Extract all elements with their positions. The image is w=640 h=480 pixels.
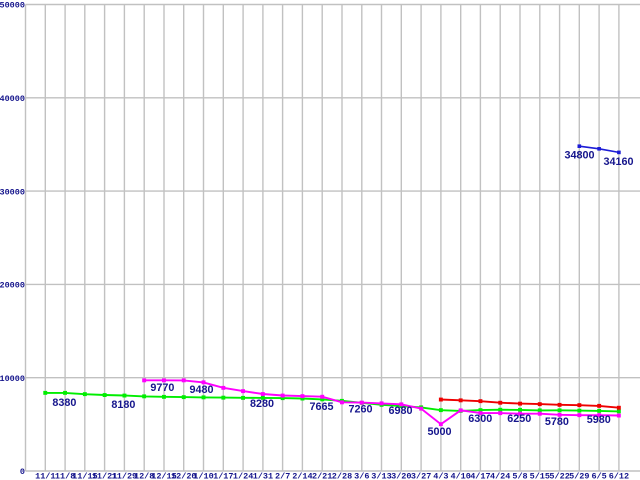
svg-text:6/12: 6/12 bbox=[609, 471, 629, 480]
svg-text:7260: 7260 bbox=[348, 403, 372, 415]
svg-text:8280: 8280 bbox=[250, 398, 274, 410]
svg-text:4/3: 4/3 bbox=[433, 471, 448, 480]
svg-text:4/24: 4/24 bbox=[490, 471, 510, 480]
svg-text:4/10: 4/10 bbox=[450, 471, 470, 480]
svg-text:34160: 34160 bbox=[603, 156, 633, 168]
svg-text:3/27: 3/27 bbox=[411, 471, 431, 480]
svg-text:9770: 9770 bbox=[150, 382, 174, 394]
svg-text:5980: 5980 bbox=[587, 414, 611, 426]
svg-text:2/28: 2/28 bbox=[332, 471, 352, 480]
svg-text:6250: 6250 bbox=[507, 413, 531, 425]
svg-text:3/13: 3/13 bbox=[371, 471, 391, 480]
svg-text:5780: 5780 bbox=[545, 416, 569, 428]
svg-text:9480: 9480 bbox=[189, 384, 213, 396]
svg-text:5000: 5000 bbox=[427, 426, 451, 438]
svg-text:8180: 8180 bbox=[111, 399, 135, 411]
svg-text:1/17: 1/17 bbox=[213, 471, 233, 480]
svg-text:11/8: 11/8 bbox=[55, 471, 75, 480]
svg-text:7665: 7665 bbox=[309, 401, 333, 413]
svg-text:11/1: 11/1 bbox=[35, 471, 55, 480]
svg-text:20000: 20000 bbox=[0, 281, 25, 291]
svg-text:10000: 10000 bbox=[0, 374, 25, 384]
svg-text:5/29: 5/29 bbox=[569, 471, 589, 480]
svg-text:8380: 8380 bbox=[52, 397, 76, 409]
svg-text:11/29: 11/29 bbox=[112, 471, 138, 480]
svg-text:2/7: 2/7 bbox=[275, 471, 290, 480]
svg-text:3/20: 3/20 bbox=[391, 471, 411, 480]
svg-text:50000: 50000 bbox=[0, 1, 25, 11]
svg-text:12/20: 12/20 bbox=[171, 471, 197, 480]
svg-text:5/8: 5/8 bbox=[512, 471, 527, 480]
svg-text:6300: 6300 bbox=[468, 413, 492, 425]
svg-text:1/10: 1/10 bbox=[193, 471, 213, 480]
svg-text:12/15: 12/15 bbox=[151, 471, 177, 480]
svg-text:1/31: 1/31 bbox=[253, 471, 273, 480]
svg-text:11/15: 11/15 bbox=[72, 471, 98, 480]
svg-text:6980: 6980 bbox=[388, 405, 412, 417]
svg-text:34800: 34800 bbox=[564, 150, 594, 162]
svg-text:5/15: 5/15 bbox=[530, 471, 550, 480]
svg-text:4/17: 4/17 bbox=[470, 471, 490, 480]
svg-text:2/21: 2/21 bbox=[312, 471, 332, 480]
svg-text:6/5: 6/5 bbox=[591, 471, 606, 480]
svg-text:30000: 30000 bbox=[0, 187, 25, 197]
svg-text:1/24: 1/24 bbox=[233, 471, 253, 480]
svg-text:3/6: 3/6 bbox=[354, 471, 369, 480]
svg-text:2/14: 2/14 bbox=[292, 471, 312, 480]
svg-text:11/21: 11/21 bbox=[92, 471, 118, 480]
svg-text:40000: 40000 bbox=[0, 94, 25, 104]
svg-text:12/8: 12/8 bbox=[134, 471, 154, 480]
svg-text:0: 0 bbox=[20, 467, 25, 477]
svg-text:5/22: 5/22 bbox=[549, 471, 569, 480]
